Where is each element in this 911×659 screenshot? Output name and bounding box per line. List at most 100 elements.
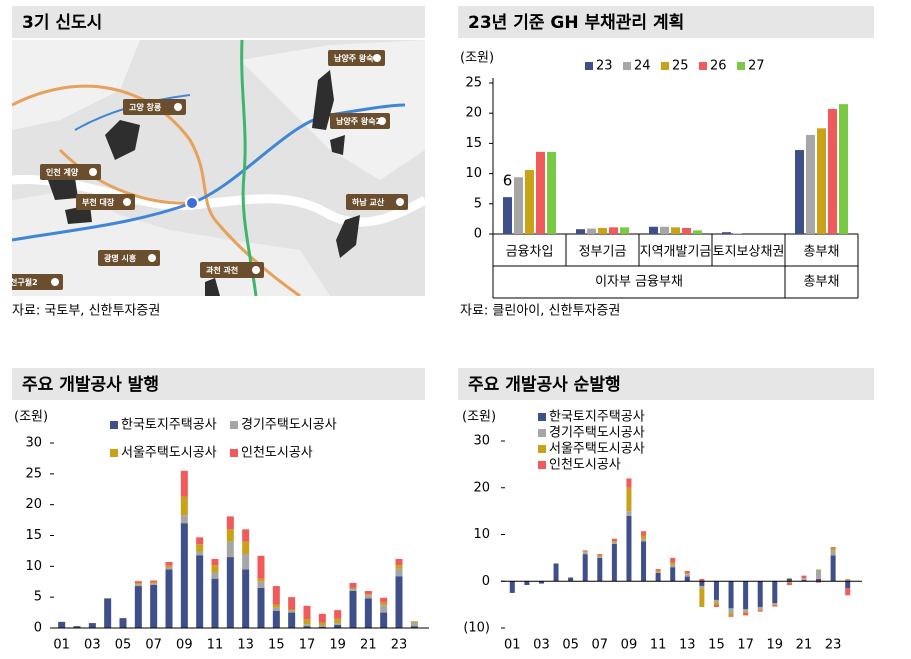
legend-label: 한국토지주택공사 (549, 410, 645, 425)
unit-label: (조원) (14, 410, 48, 425)
bar-segment (226, 557, 234, 628)
panel-header (12, 368, 425, 400)
y-tick-label: 25 (465, 76, 482, 91)
bar (671, 227, 680, 234)
bar-segment (257, 578, 265, 582)
map-label-box (98, 250, 160, 266)
map-label-icon (174, 103, 182, 111)
bar-segment (165, 567, 173, 570)
bar-segment (272, 586, 280, 605)
x-tick-label: 03 (533, 638, 550, 653)
legend-label: 경기주택도시공사 (241, 418, 337, 433)
bar-segment (786, 582, 792, 585)
bar-segment (713, 581, 719, 600)
bar (609, 227, 618, 234)
map-label-box (40, 164, 101, 180)
bar-segment (772, 603, 778, 605)
bar-segment (242, 541, 250, 554)
bar-segment (597, 554, 603, 556)
bar (547, 151, 556, 234)
group-label: 이자부 금융부채 (595, 275, 683, 290)
legend-swatch (230, 421, 238, 429)
unit-label: (조원) (462, 410, 496, 425)
x-tick-label: 총부채 (804, 245, 840, 260)
legend-swatch (110, 421, 118, 429)
bar-segment (626, 511, 632, 516)
map-label-icon (396, 198, 404, 206)
bar-segment (728, 613, 734, 616)
source: 자료: 국토부, 신한투자증권 (12, 304, 160, 319)
bar-segment (670, 557, 676, 563)
bar-segment (641, 539, 647, 542)
legend-swatch (538, 413, 546, 421)
x-tick-label: 토지보상채권 (713, 245, 785, 260)
bar-segment (334, 610, 342, 619)
bar-segment (395, 568, 403, 577)
bar-segment (180, 515, 188, 524)
x-tick-label: 05 (115, 638, 132, 653)
bar-segment (196, 551, 204, 556)
legend-swatch (538, 429, 546, 437)
site (330, 135, 345, 155)
road (12, 84, 301, 296)
rail (240, 40, 258, 296)
y-tick-label: 10 (25, 559, 42, 574)
bar (795, 150, 804, 234)
bar-segment (211, 572, 219, 579)
bar (587, 228, 596, 234)
bar-segment (180, 496, 188, 516)
y-tick-label: 5 (474, 196, 482, 211)
bar-segment (272, 610, 280, 628)
bar-segment (272, 607, 280, 611)
bar (620, 227, 629, 234)
bar-segment (757, 609, 763, 611)
bar-segment (699, 581, 705, 586)
legend-label: 경기주택도시공사 (549, 426, 645, 441)
bar-segment (582, 552, 588, 555)
bar-segment (699, 588, 705, 607)
legend-swatch (623, 62, 631, 70)
x-tick-label: 09 (176, 638, 193, 653)
panel-title: 23년 기준 GH 부채관리 계획 (468, 13, 684, 33)
bar-segment (380, 602, 388, 606)
map-label: 천구월2 (10, 277, 38, 287)
bar-segment (611, 542, 617, 544)
bar-segment (786, 581, 792, 583)
bar-segment (728, 581, 734, 609)
bar-segment (196, 544, 204, 552)
bar-segment (288, 609, 296, 611)
bar (514, 177, 523, 234)
bar-segment (713, 604, 719, 607)
rail (12, 103, 406, 242)
x-tick-label: 01 (53, 638, 70, 653)
y-tick-label: 10 (465, 166, 482, 181)
bar-segment (318, 625, 326, 627)
bar (649, 226, 658, 234)
bar (536, 151, 545, 234)
map-label-icon (89, 168, 97, 176)
bar-segment (816, 581, 822, 583)
y-tick-label: 5 (34, 590, 42, 605)
bar-segment (73, 626, 81, 628)
bar-segment (684, 576, 690, 582)
y-tick-label: (10) (463, 621, 490, 636)
bar-segment (226, 529, 234, 542)
bar-segment (713, 599, 719, 603)
bar-segment (816, 578, 822, 582)
bar-segment (626, 487, 632, 512)
bar-segment (364, 594, 372, 596)
x-tick-label: 15 (268, 638, 285, 653)
bar-segment (134, 584, 142, 587)
site (48, 178, 78, 200)
bar-segment (772, 605, 778, 607)
bar-segment (786, 578, 792, 582)
bar-segment (288, 597, 296, 610)
bar-segment (611, 538, 617, 542)
x-tick-label: 13 (679, 638, 696, 653)
bar-segment (257, 587, 265, 628)
x-tick-label: 금융차입 (506, 245, 554, 260)
bar-segment (757, 581, 763, 607)
legend-label: 인천도시공사 (241, 446, 313, 461)
y-tick-label: 30 (25, 436, 42, 451)
bar-segment (303, 605, 311, 620)
